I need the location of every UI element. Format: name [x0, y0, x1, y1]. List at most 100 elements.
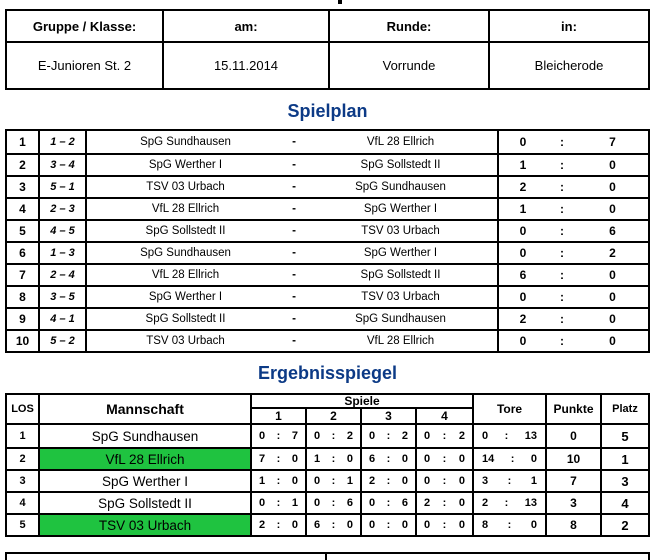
match-number: 7 [7, 265, 40, 285]
score-colon: : [560, 334, 564, 348]
match-pairing: 1 – 2 [40, 131, 87, 153]
game-1-home-goals: 1 [259, 475, 266, 487]
score-colon: : [560, 268, 564, 282]
away-team: TSV 03 Urbach [304, 287, 499, 307]
vs-dash: - [292, 203, 296, 215]
spielplan-row: 3 5 – 1 TSV 03 Urbach - SpG Sundhausen 2… [7, 175, 648, 197]
platz-value: 1 [621, 451, 629, 467]
home-score: 0 [519, 246, 527, 260]
game-3-result: 0 : 6 [362, 493, 417, 513]
away-score: 0 [609, 334, 616, 348]
home-score: 0 [519, 135, 527, 149]
game-3-result: 0 : 0 [362, 515, 417, 535]
score-colon: : [386, 430, 391, 442]
game-4-result: 0 : 0 [417, 471, 474, 491]
home-score: 6 [519, 268, 527, 282]
away-team: SpG Werther I [304, 199, 499, 219]
game-3-result: 2 : 0 [362, 471, 417, 491]
game-3-away-goals: 6 [401, 497, 408, 509]
vs-dash: - [292, 291, 296, 303]
game-2-home-goals: 6 [314, 519, 321, 531]
tore-total: 0 : 13 [474, 425, 547, 447]
game-1-away-goals: 0 [291, 519, 298, 531]
tore-for: 0 [482, 430, 489, 442]
game-4-home-goals: 0 [424, 453, 431, 465]
match-number: 10 [7, 331, 40, 351]
away-team: VfL 28 Ellrich [304, 331, 499, 351]
platz-value: 3 [621, 473, 629, 489]
label-gruppe-klasse: Gruppe / Klasse: [32, 18, 137, 34]
game-2-result: 6 : 0 [307, 515, 362, 535]
header-game-4: 4 [441, 409, 448, 423]
header-game-3: 3 [362, 409, 417, 423]
game-2-away-goals: 1 [346, 475, 353, 487]
game-4-away-goals: 2 [458, 430, 465, 442]
header-los: LOS [7, 395, 40, 423]
tore-for: 14 [482, 453, 495, 465]
tore-against: 0 [530, 453, 537, 465]
game-1-result: 7 : 0 [252, 449, 307, 469]
label-runde: Runde: [328, 11, 488, 41]
away-score: 0 [609, 202, 616, 216]
ergebnisspiegel-header-row: LOS Mannschaft Spiele 1 2 3 4 Tore Punkt… [7, 394, 648, 425]
vs-dash: - [292, 225, 296, 237]
score-colon: : [560, 312, 564, 326]
next-table-left-cell [7, 554, 327, 560]
team-name: SpG Sollstedt II [40, 493, 252, 513]
game-2-away-goals: 0 [346, 519, 353, 531]
game-4-result: 0 : 0 [417, 449, 474, 469]
home-score: 0 [519, 334, 527, 348]
home-team: TSV 03 Urbach [146, 335, 225, 347]
game-4-home-goals: 2 [424, 497, 431, 509]
game-4-result: 0 : 0 [417, 515, 474, 535]
label-in: in: [488, 11, 648, 41]
punkte-value: 0 [547, 425, 602, 447]
header-game-2: 2 [307, 409, 362, 423]
game-3-away-goals: 2 [401, 430, 408, 442]
game-1-home-goals: 0 [259, 430, 266, 442]
header-game-numbers: 1 2 3 4 [252, 409, 472, 423]
spielplan-table: 1 1 – 2 SpG Sundhausen - VfL 28 Ellrich … [5, 129, 650, 353]
home-team: SpG Sollstedt II [145, 225, 226, 237]
away-score: 6 [609, 224, 616, 238]
game-1-away-goals: 0 [291, 475, 298, 487]
game-4-home-goals: 0 [424, 519, 431, 531]
game-3-result: 6 : 0 [362, 449, 417, 469]
game-2-home-goals: 0 [314, 497, 321, 509]
game-3-away-goals: 0 [401, 453, 408, 465]
ergebnisspiegel-title: Ergebnisspiegel [257, 363, 398, 383]
value-in: Bleicherode [488, 43, 648, 88]
match-pairing: 2 – 3 [40, 199, 87, 219]
away-team: SpG Werther I [304, 243, 499, 263]
home-team: SpG Sundhausen [140, 247, 231, 259]
game-3-home-goals: 2 [369, 475, 376, 487]
tore-total: 3 : 1 [474, 471, 547, 491]
score-colon: : [560, 158, 564, 172]
game-4-away-goals: 0 [458, 475, 465, 487]
away-team: TSV 03 Urbach [304, 221, 499, 241]
score-colon: : [442, 519, 447, 531]
game-2-away-goals: 2 [346, 430, 353, 442]
score-colon: : [386, 475, 391, 487]
punkte-value: 7 [547, 471, 602, 491]
away-team: SpG Sollstedt II [304, 155, 499, 175]
home-score: 0 [519, 224, 527, 238]
next-table-right-cell [327, 554, 648, 560]
game-4-away-goals: 0 [458, 497, 465, 509]
header-platz: Platz [612, 403, 638, 415]
score-colon: : [504, 497, 509, 509]
label-am: am: [162, 11, 328, 41]
score-colon: : [276, 519, 281, 531]
score-colon: : [331, 430, 336, 442]
game-3-result: 0 : 2 [362, 425, 417, 447]
ergebnisspiegel-row: 3 SpG Werther I 1 : 0 0 : 1 2 : 0 0 : 0 [7, 469, 648, 491]
los-number: 3 [7, 471, 40, 491]
game-2-home-goals: 0 [314, 430, 321, 442]
away-score: 0 [609, 268, 616, 282]
score-colon: : [276, 430, 281, 442]
match-number: 9 [7, 309, 40, 329]
score-colon: : [560, 290, 564, 304]
match-number: 4 [7, 199, 40, 219]
match-pairing: 4 – 5 [40, 221, 87, 241]
